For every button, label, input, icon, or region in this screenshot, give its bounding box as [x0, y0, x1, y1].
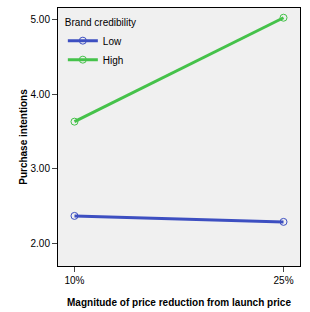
- svg-text:Low: Low: [103, 36, 122, 47]
- svg-text:High: High: [103, 55, 124, 66]
- svg-text:25%: 25%: [274, 275, 294, 286]
- svg-text:Magnitude of price reduction f: Magnitude of price reduction from launch…: [67, 297, 291, 308]
- svg-text:2.00: 2.00: [31, 238, 51, 249]
- svg-text:Purchase intentions: Purchase intentions: [18, 89, 29, 185]
- svg-text:5.00: 5.00: [31, 14, 51, 25]
- svg-text:Brand credibility: Brand credibility: [65, 17, 136, 28]
- svg-text:3.00: 3.00: [31, 163, 51, 174]
- svg-text:4.00: 4.00: [31, 89, 51, 100]
- svg-text:10%: 10%: [64, 275, 84, 286]
